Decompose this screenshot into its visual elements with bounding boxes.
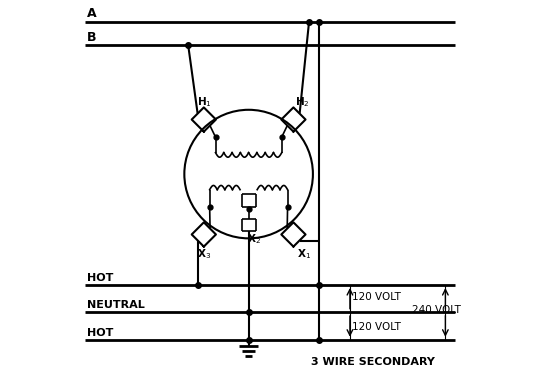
Text: A: A bbox=[87, 7, 96, 20]
Text: 120 VOLT: 120 VOLT bbox=[352, 322, 401, 332]
Text: 3 WIRE SECONDARY: 3 WIRE SECONDARY bbox=[311, 357, 435, 367]
Text: X$_1$: X$_1$ bbox=[296, 247, 311, 261]
Text: H$_1$: H$_1$ bbox=[197, 95, 212, 109]
Text: B: B bbox=[87, 30, 96, 43]
Text: H$_2$: H$_2$ bbox=[295, 95, 310, 109]
Text: HOT: HOT bbox=[87, 273, 113, 283]
Text: HOT: HOT bbox=[87, 328, 113, 338]
Text: X$_3$: X$_3$ bbox=[197, 247, 211, 261]
Text: 120 VOLT: 120 VOLT bbox=[352, 292, 401, 302]
Text: NEUTRAL: NEUTRAL bbox=[87, 300, 145, 310]
Text: 240 VOLT: 240 VOLT bbox=[412, 305, 461, 316]
Text: X$_2$: X$_2$ bbox=[246, 233, 261, 246]
